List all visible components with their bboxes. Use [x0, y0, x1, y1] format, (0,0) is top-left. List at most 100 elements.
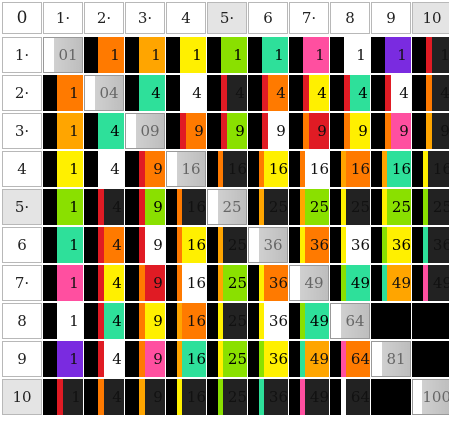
- cell-value: 16: [268, 159, 288, 178]
- digit-stripe: [139, 303, 145, 339]
- cell-value: 4: [110, 159, 120, 178]
- cell-black-lead: [43, 113, 57, 149]
- cell-value-box: 4: [233, 75, 247, 111]
- digit-stripe: [139, 379, 145, 415]
- digit-stripe: [259, 265, 265, 301]
- table-cell: 1: [207, 37, 247, 73]
- cell-black-lead: [371, 265, 383, 301]
- diagonal-white-block: [249, 228, 259, 262]
- digit-stripe: [223, 151, 228, 187]
- cell-value-box: 25: [227, 379, 247, 415]
- cell-value-box: 1: [438, 37, 449, 73]
- cell-value: 1: [69, 349, 79, 368]
- digit-stripe: [382, 227, 388, 263]
- cell-value: 25: [222, 197, 242, 216]
- cell-value-box: 49: [309, 341, 329, 377]
- digit-stripe: [264, 303, 269, 339]
- digit-stripe: [264, 265, 269, 301]
- cell-black-lead: [207, 151, 219, 187]
- digit-stripe: [57, 379, 63, 415]
- cell-value-box: 1: [65, 75, 83, 111]
- cell-value-box: 9: [151, 151, 165, 187]
- digit-stripe: [385, 37, 393, 73]
- cell-value: 64: [345, 311, 365, 330]
- cell-black-lead: [412, 189, 424, 225]
- digit-stripe: [382, 151, 388, 187]
- cell-value: 25: [432, 197, 449, 216]
- digit-stripe: [387, 265, 392, 301]
- cell-value: 04: [99, 83, 119, 102]
- cell-black-lead: [289, 113, 303, 149]
- table-cell: 25: [207, 189, 247, 225]
- cell-black-lead: [166, 227, 178, 263]
- digit-stripe: [180, 75, 188, 111]
- cell-black-lead: [166, 341, 178, 377]
- table-cell: 9: [289, 113, 329, 149]
- cell-black-lead: [84, 189, 98, 225]
- diagonal-white-block: [290, 266, 300, 300]
- table-cell: 16: [166, 189, 206, 225]
- digit-stripe: [104, 265, 110, 301]
- digit-stripe: [426, 75, 432, 111]
- table-cell: 9: [371, 113, 411, 149]
- digit-stripe: [57, 227, 65, 263]
- cell-value: 9: [276, 121, 286, 140]
- digit-stripe: [341, 227, 347, 263]
- cell-value-box: 9: [274, 113, 288, 149]
- cell-value-box: 4: [188, 75, 206, 111]
- row-header: 10: [2, 379, 42, 415]
- diagonal-white-block: [85, 76, 95, 110]
- cell-value-box: 1: [65, 189, 83, 225]
- table-cell: 16: [412, 151, 449, 187]
- digit-stripe: [218, 379, 224, 415]
- table-cell: 9: [330, 113, 370, 149]
- column-header: 10: [412, 2, 449, 34]
- cell-value: 16: [186, 273, 206, 292]
- cell-black-lead: [43, 189, 57, 225]
- digit-stripe: [309, 113, 315, 149]
- digit-stripe: [346, 227, 351, 263]
- table-cell: 25: [412, 189, 449, 225]
- cell-value-box: 9: [151, 303, 165, 339]
- digit-stripe: [139, 265, 145, 301]
- cell-value: 4: [440, 83, 449, 102]
- cell-black-lead: [43, 75, 57, 111]
- table-cell: 9: [125, 227, 165, 263]
- cell-value: 4: [192, 83, 202, 102]
- table-cell: [412, 341, 449, 377]
- digit-stripe: [341, 265, 347, 301]
- cell-value-box: 4: [106, 151, 124, 187]
- cell-value: 49: [309, 311, 329, 330]
- table-cell: 1: [43, 303, 83, 339]
- cell-value-box: 1: [106, 37, 124, 73]
- table-cell: 4: [412, 75, 449, 111]
- cell-value-box: 36: [309, 227, 329, 263]
- digit-stripe: [350, 113, 356, 149]
- diagonal-value: 81: [382, 342, 410, 376]
- digit-stripe: [139, 341, 145, 377]
- cell-value-box: 25: [227, 227, 247, 263]
- table-cell: 81: [371, 341, 411, 377]
- digit-stripe: [63, 379, 69, 415]
- table-cell: 25: [207, 341, 247, 377]
- cell-black-lead: [289, 341, 301, 377]
- table-cell: 49: [371, 265, 411, 301]
- cell-black-lead: [125, 227, 139, 263]
- cell-value-box: 9: [151, 189, 165, 225]
- cell-value: 9: [153, 387, 163, 406]
- table-cell: 9: [125, 189, 165, 225]
- cell-value: 1: [69, 235, 79, 254]
- digit-stripe: [139, 151, 145, 187]
- cell-value: 16: [186, 197, 206, 216]
- cell-value: 9: [440, 121, 449, 140]
- table-cell: 25: [207, 379, 247, 415]
- digit-stripe: [145, 265, 151, 301]
- cell-black-lead: [289, 151, 301, 187]
- digit-stripe: [221, 113, 227, 149]
- digit-stripe: [387, 151, 392, 187]
- table-cell: 1: [84, 37, 124, 73]
- table-cell: 64: [330, 379, 370, 415]
- cell-black-lead: [412, 265, 424, 301]
- diagonal-value: 25: [218, 190, 246, 224]
- diagonal-white-block: [413, 380, 423, 414]
